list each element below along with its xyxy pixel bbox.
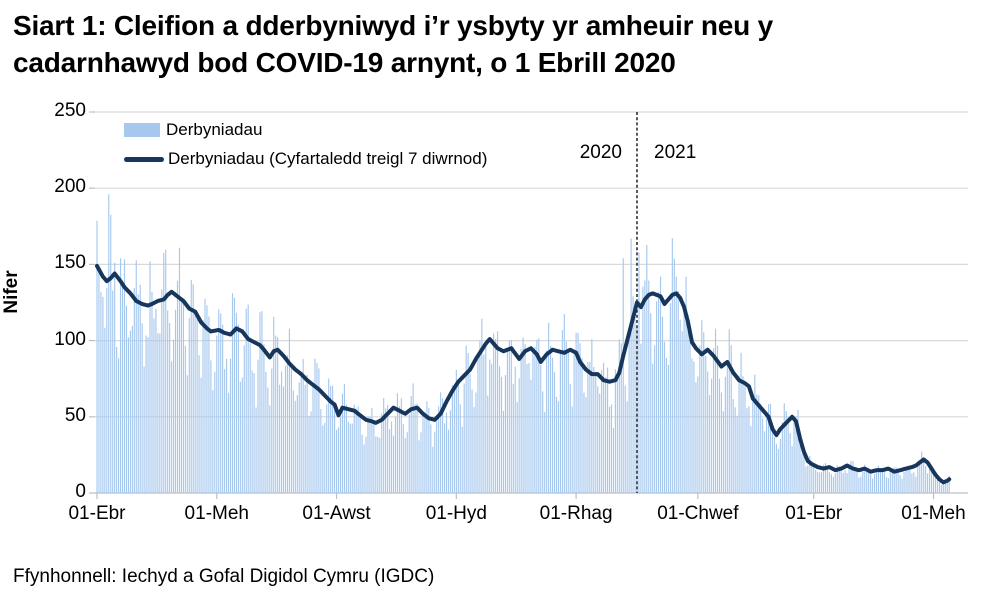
line-legend-label: Derbyniadau (Cyfartaledd treigl 7 diwrno…	[168, 149, 488, 168]
y-axis-title: Nifer	[1, 270, 22, 314]
y-tick-label-150: 150	[54, 252, 86, 274]
x-tick-label-3: 01-Hyd	[425, 503, 487, 524]
source-note: Ffynhonnell: Iechyd a Gofal Digidol Cymr…	[13, 566, 435, 587]
x-tick-label-4: 01-Rhag	[539, 503, 613, 524]
y-tick-label-200: 200	[54, 176, 86, 198]
chart-title-line1: Siart 1: Cleifion a dderbyniwyd i’r ysby…	[13, 10, 773, 41]
bars-legend-swatch	[124, 123, 160, 137]
y-tick-label-50: 50	[64, 404, 86, 426]
x-tick-label-5: 01-Chwef	[657, 503, 739, 524]
bars-series	[96, 194, 950, 493]
rolling-average-line	[95, 263, 952, 485]
chart-title-line2: cadarnhawyd bod COVID-19 arnynt, o 1 Ebr…	[13, 46, 676, 78]
year-label-2021: 2021	[654, 142, 697, 163]
chart-title: Siart 1: Cleifion a dderbyniwyd i’r ysby…	[13, 8, 978, 82]
line-legend-swatch	[124, 156, 164, 162]
y-tick-label-100: 100	[54, 328, 86, 350]
x-tick-label-6: 01-Ebr	[785, 503, 843, 524]
x-tick-label-7: 01-Meh	[901, 503, 966, 524]
x-tick-label-1: 01-Meh	[184, 503, 249, 524]
y-tick-label-0: 0	[75, 481, 86, 503]
legend-item-bars: Derbyniadau	[124, 120, 262, 140]
bars-legend-label: Derbyniadau	[166, 120, 263, 139]
year-label-2020: 2020	[579, 142, 622, 163]
legend-item-line: Derbyniadau (Cyfartaledd treigl 7 diwrno…	[124, 149, 487, 169]
y-tick-label-250: 250	[54, 100, 86, 122]
x-tick-label-2: 01-Awst	[302, 503, 371, 524]
x-tick-label-0: 01-Ebr	[68, 503, 126, 524]
